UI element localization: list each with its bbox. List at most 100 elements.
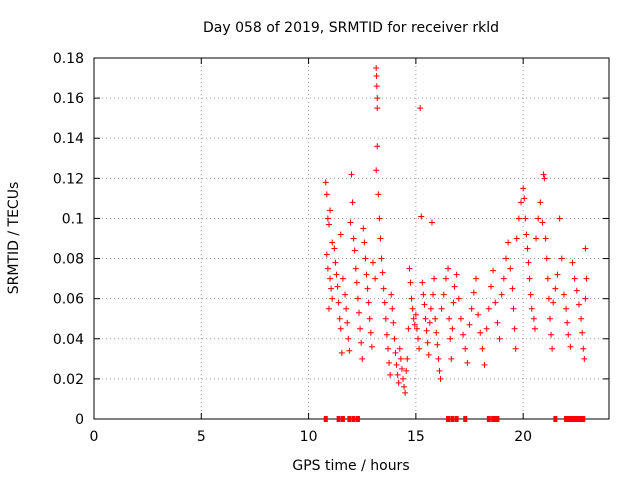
data-point: [552, 285, 559, 292]
data-point: [329, 239, 336, 246]
data-point: [511, 325, 518, 332]
data-point: [332, 259, 339, 266]
data-point: [373, 83, 380, 90]
data-point: [354, 295, 361, 302]
data-point: [468, 305, 475, 312]
data-point: [449, 325, 456, 332]
data-point: [464, 359, 471, 366]
data-point: [494, 319, 501, 326]
data-point: [324, 215, 331, 222]
data-point: [569, 259, 576, 266]
data-point: [376, 215, 383, 222]
data-point: [373, 65, 380, 72]
data-point: [416, 345, 423, 352]
data-point: [426, 319, 433, 326]
data-point: [428, 219, 435, 226]
data-point: [475, 311, 482, 318]
data-point: [331, 245, 338, 252]
data-point: [430, 291, 437, 298]
data-point: [477, 329, 484, 336]
y-tick-label: 0.02: [53, 372, 84, 388]
y-tick-label: 0.04: [53, 332, 84, 348]
data-point: [365, 299, 372, 306]
zero-point: [450, 416, 455, 422]
data-point: [583, 275, 590, 282]
data-point: [336, 315, 343, 322]
data-point: [556, 215, 563, 222]
data-point: [334, 283, 341, 290]
data-point: [418, 213, 425, 220]
data-point: [485, 305, 492, 312]
data-point: [392, 349, 399, 356]
data-point: [431, 275, 438, 282]
data-point: [498, 291, 505, 298]
data-point: [374, 105, 381, 112]
data-point: [396, 345, 403, 352]
zero-point: [579, 416, 584, 422]
data-point: [377, 235, 384, 242]
data-point: [521, 195, 528, 202]
data-point: [389, 305, 396, 312]
zero-point: [581, 416, 586, 422]
zero-point: [566, 416, 571, 422]
data-point: [435, 355, 442, 362]
data-point: [372, 275, 379, 282]
data-point: [543, 255, 550, 262]
data-point: [462, 345, 469, 352]
data-point: [434, 341, 441, 348]
zero-point: [553, 416, 558, 422]
data-point: [427, 305, 434, 312]
y-tick-labels: 0 0.02 0.04 0.06 0.08 0.1 0.12 0.14 0.16 0.18: [53, 51, 84, 428]
y-tick-label: 0.1: [62, 211, 84, 227]
data-point: [325, 305, 332, 312]
data-point: [379, 269, 386, 276]
data-point: [378, 255, 385, 262]
data-point: [364, 285, 371, 292]
data-point: [548, 331, 555, 338]
data-point: [558, 255, 565, 262]
zero-point: [495, 416, 500, 422]
data-point: [362, 255, 369, 262]
data-point: [351, 247, 358, 254]
data-point: [397, 355, 404, 362]
data-point: [423, 327, 430, 334]
data-point: [582, 245, 589, 252]
data-point: [541, 175, 548, 182]
data-point: [374, 143, 381, 150]
data-point: [438, 305, 445, 312]
data-point: [322, 179, 329, 186]
plot-frame: [93, 57, 610, 420]
data-point: [400, 375, 406, 382]
zero-point: [491, 416, 496, 422]
data-point: [384, 345, 391, 352]
x-tick-label: 0: [90, 429, 99, 445]
data-point: [575, 301, 582, 308]
data-point: [369, 259, 376, 266]
data-point: [415, 335, 422, 342]
data-point: [327, 275, 334, 282]
data-point: [481, 361, 488, 368]
data-point: [339, 275, 346, 282]
data-point: [563, 305, 570, 312]
data-point: [544, 275, 551, 282]
data-point: [407, 279, 414, 286]
data-point: [409, 305, 416, 312]
data-point: [353, 279, 360, 286]
data-point: [437, 375, 444, 382]
data-point: [394, 371, 401, 378]
data-point: [540, 171, 547, 178]
zero-point: [336, 416, 341, 422]
data-point: [535, 215, 542, 222]
data-point: [579, 329, 586, 336]
data-point: [564, 319, 571, 326]
data-point: [349, 199, 356, 206]
data-point: [539, 219, 546, 226]
data-point: [345, 335, 352, 342]
data-point: [450, 299, 457, 306]
grid: [94, 58, 609, 419]
y-tick-label: 0.12: [53, 171, 84, 187]
zero-points: [323, 416, 586, 422]
data-point: [513, 235, 520, 242]
data-point: [361, 239, 368, 246]
chart-title: Day 058 of 2019, SRMTID for receiver rkl…: [203, 20, 499, 36]
